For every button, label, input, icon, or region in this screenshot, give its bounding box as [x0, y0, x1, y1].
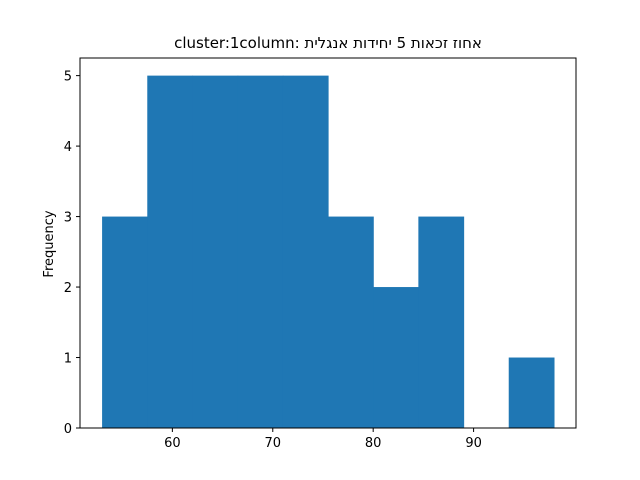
x-tick-label: 70 [265, 436, 282, 451]
axes-group: 60 70 80 90 0 1 2 3 4 5 [64, 57, 577, 451]
bars-group [102, 75, 555, 428]
plot-frame [79, 57, 577, 429]
histogram-bar-2 [192, 75, 239, 428]
y-tick-label: 0 [64, 422, 72, 437]
y-tick-label: 5 [64, 70, 72, 85]
y-axis-label: Frequency [42, 210, 57, 277]
histogram-bar-6 [373, 287, 419, 428]
y-tick-label: 3 [64, 211, 72, 226]
x-tick-label: 90 [465, 436, 482, 451]
histogram-bar-5 [328, 216, 374, 428]
histogram-bar-4 [282, 75, 329, 428]
chart-title: cluster:1column: אחוז זכאות 5 יחידות אנג… [174, 34, 482, 52]
x-tick-label: 60 [164, 436, 181, 451]
histogram-bar-7 [418, 216, 465, 428]
y-tick-label: 2 [64, 281, 72, 296]
histogram-bar-3 [237, 75, 284, 428]
histogram-bar-1 [147, 75, 194, 428]
histogram-bar-0 [102, 216, 148, 428]
histogram-bar-9 [508, 357, 555, 428]
x-tick-label: 80 [365, 436, 382, 451]
y-tick-label: 1 [64, 352, 72, 367]
y-tick-label: 4 [64, 140, 72, 155]
